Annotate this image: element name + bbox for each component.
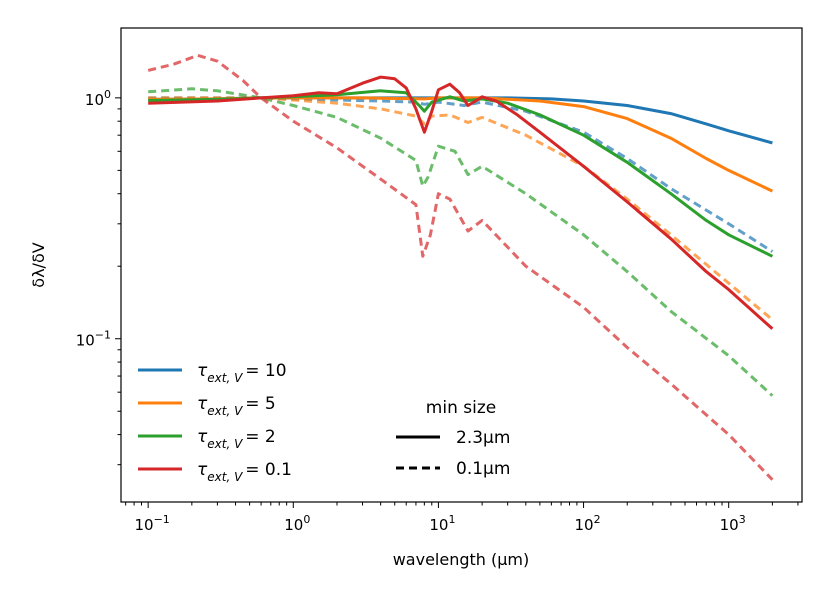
legend-tau: τext, V = 10 τext, V = 5 τext, V = 2 τext, V = … (138, 361, 292, 484)
legend-size-label: 0.1μm (456, 459, 510, 479)
series-line-tau-5-min-0.1um (148, 96, 774, 321)
series-line-tau-0.1-min-2.3um (148, 75, 774, 330)
x-axis-label: wavelength (μm) (393, 550, 530, 569)
x-tick-label: 101 (429, 513, 455, 534)
legend-tau-label: τext, V = 2 (197, 427, 276, 451)
y-axis-label: δλ/δV (29, 242, 48, 287)
y-tick-label: 100 (85, 88, 111, 109)
tick-labels: 10−1 100 101 102 103 10−1 100 (76, 88, 746, 534)
legend-tau-label: τext, V = 0.1 (197, 460, 292, 484)
legend-size-label: 2.3μm (456, 428, 510, 448)
series-line-tau-0.1-min-0.1um (147, 53, 774, 481)
axis-ticks (115, 97, 799, 508)
legend-size-title: min size (426, 398, 496, 418)
series-line-tau-5-min-2.3um (148, 96, 774, 193)
x-tick-label: 10−1 (134, 513, 169, 534)
x-tick-label: 100 (284, 513, 310, 534)
series-lines (147, 53, 774, 481)
x-tick-label: 102 (575, 513, 601, 534)
y-tick-label: 10−1 (76, 329, 111, 350)
legend-tau-label: τext, V = 10 (197, 361, 287, 385)
series-line-tau-10-min-0.1um (148, 96, 774, 253)
legend-tau-label: τext, V = 5 (197, 394, 276, 418)
x-tick-label: 103 (720, 513, 746, 534)
series-line-tau-2-min-2.3um (148, 89, 774, 258)
plot-frame (120, 27, 803, 503)
legend-size: min size 2.3μm 0.1μm (396, 398, 510, 479)
